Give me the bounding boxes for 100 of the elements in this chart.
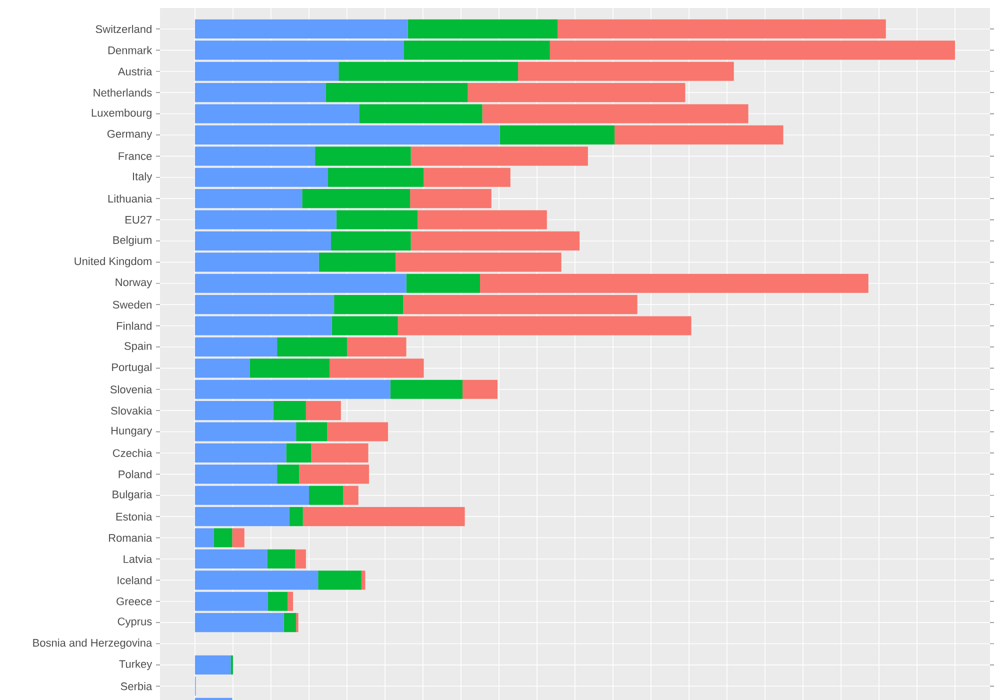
bar (406, 274, 480, 293)
bar (273, 401, 306, 420)
bar (468, 83, 686, 102)
bar (346, 337, 406, 357)
bar (410, 146, 588, 166)
bar (410, 189, 492, 208)
bar (194, 210, 336, 230)
y-tick-label: Bosnia and Herzegovina (33, 638, 152, 649)
bar (398, 316, 692, 336)
bar (194, 146, 316, 166)
bar (194, 464, 278, 484)
bar (408, 19, 558, 39)
bar (194, 570, 318, 590)
bar (284, 613, 296, 632)
bar (194, 337, 278, 357)
bar (302, 189, 410, 208)
bar (194, 168, 328, 187)
bar (267, 549, 296, 568)
bar (232, 528, 244, 548)
y-tick-label: Latvia (124, 554, 152, 564)
bar (518, 62, 734, 81)
bar (289, 507, 303, 526)
bar (194, 507, 290, 526)
bar (268, 592, 288, 611)
bar (194, 231, 332, 251)
bar (295, 549, 306, 568)
bar (194, 295, 334, 314)
y-tick-label: Turkey (119, 660, 152, 670)
bar (326, 83, 468, 102)
bar (550, 40, 956, 60)
bar (330, 358, 424, 378)
y-tick-label: Austria (118, 67, 152, 76)
bar (194, 274, 406, 293)
y-tick-label: EU27 (126, 216, 152, 224)
y-tick-label: Romania (109, 534, 152, 542)
y-tick-label: France (118, 152, 152, 160)
y-tick-label: Slovenia (110, 385, 152, 394)
y-tick-label: Slovakia (111, 406, 152, 415)
y-tick-label: Serbia (120, 682, 152, 690)
bar (315, 146, 411, 166)
bar (194, 380, 390, 399)
bar (396, 252, 562, 272)
bar (359, 104, 482, 124)
y-tick-label: Estonia (116, 512, 152, 521)
y-tick-label: Bulgaria (112, 490, 152, 500)
bar (308, 486, 344, 505)
bar (277, 337, 347, 357)
bar (194, 40, 404, 60)
bar (194, 252, 319, 272)
bar (361, 570, 366, 590)
bar (194, 358, 250, 378)
y-tick-label: Denmark (108, 46, 152, 54)
bar (318, 252, 396, 272)
bar (311, 443, 368, 463)
y-tick-label: Luxembourg (92, 108, 152, 119)
bar (250, 358, 330, 378)
y-tick-label: Cyprus (118, 618, 152, 628)
y-tick-label: Portugal (112, 363, 152, 374)
y-tick-label: United Kingdom (74, 257, 152, 268)
y-tick-label: Finland (116, 322, 152, 330)
bar (194, 549, 268, 568)
bar (331, 231, 411, 251)
y-tick-label: Spain (124, 342, 152, 352)
bar (194, 528, 214, 548)
y-tick-label: Norway (116, 278, 152, 288)
bar (558, 19, 886, 39)
y-tick-label: Sweden (112, 300, 152, 309)
bar (462, 380, 498, 399)
bar (194, 316, 332, 336)
bar (482, 104, 748, 124)
bar (194, 125, 500, 145)
bar (194, 189, 302, 208)
bar (404, 40, 550, 60)
bar (306, 401, 341, 420)
y-tick-label: Poland (118, 470, 152, 478)
y-tick-label: Lithuania (108, 194, 152, 203)
y-tick-label: Belgium (113, 236, 152, 246)
bar (277, 464, 300, 484)
bar (194, 19, 408, 39)
bar (343, 486, 358, 505)
bar (302, 507, 465, 526)
bar (194, 62, 339, 81)
bar (327, 422, 388, 442)
bar (299, 464, 370, 484)
bar (194, 592, 268, 611)
bar (318, 570, 362, 590)
y-tick-label: Greece (116, 597, 152, 606)
bar (194, 422, 296, 442)
bar (194, 401, 274, 420)
y-tick-label: Italy (132, 172, 152, 182)
bar (328, 168, 424, 187)
bar (614, 125, 784, 145)
bar (194, 83, 326, 102)
bar (194, 613, 284, 632)
bar (424, 168, 510, 187)
bar (418, 210, 547, 230)
bar (288, 592, 294, 611)
y-tick-label: Switzerland (96, 24, 152, 34)
bar (194, 655, 231, 674)
bar (214, 528, 232, 548)
